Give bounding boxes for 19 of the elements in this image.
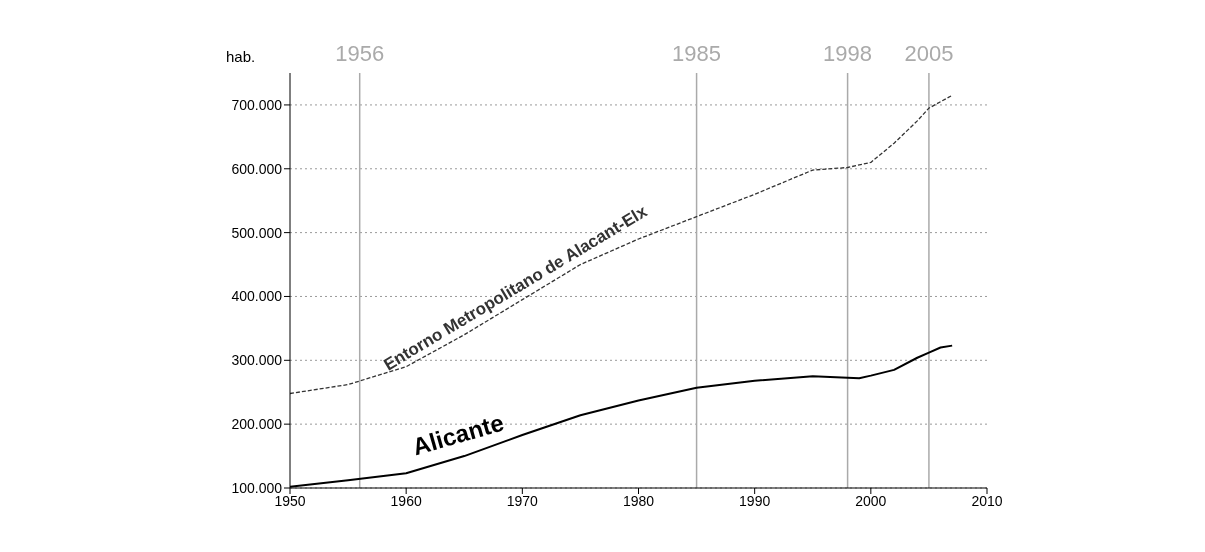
ref-line-label: 2005 bbox=[904, 41, 954, 66]
y-tick-label: 600.000 bbox=[231, 160, 283, 177]
line-series bbox=[290, 94, 953, 395]
y-tick-label: 500.000 bbox=[231, 224, 283, 241]
text: Alicante bbox=[409, 408, 507, 461]
x-tick-label: 2010 bbox=[971, 492, 1003, 509]
y-tick-label: 400.000 bbox=[231, 288, 283, 305]
x-tick-label: 1980 bbox=[622, 492, 655, 509]
ref-line-label: 1956 bbox=[335, 41, 385, 66]
x-tick-label: 1990 bbox=[739, 492, 771, 509]
y-axis-title: hab. bbox=[226, 48, 256, 65]
ref-line-label: 1998 bbox=[823, 41, 873, 66]
y-tick-label: 200.000 bbox=[231, 416, 283, 433]
ref-line-label: 1985 bbox=[672, 41, 722, 66]
x-tick-label: 2000 bbox=[855, 492, 887, 509]
y-tick-label: 300.000 bbox=[231, 352, 283, 369]
x-tick-label: 1960 bbox=[390, 492, 422, 509]
x-tick-label: 1970 bbox=[506, 492, 539, 509]
y-tick-label: 700.000 bbox=[231, 96, 283, 113]
